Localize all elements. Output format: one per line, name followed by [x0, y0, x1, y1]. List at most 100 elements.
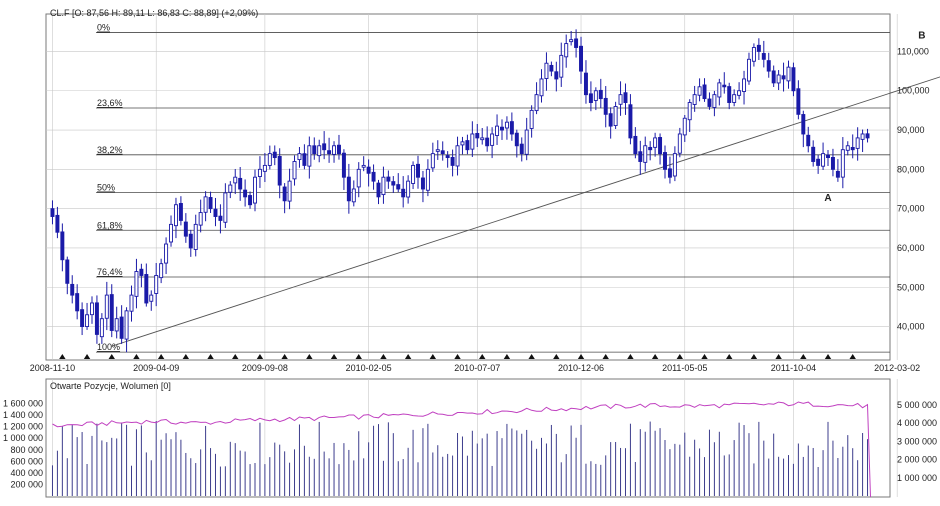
candle[interactable]: [262, 152, 267, 183]
candle[interactable]: [845, 141, 850, 156]
candle[interactable]: [801, 110, 806, 148]
candle[interactable]: [169, 215, 174, 247]
candle[interactable]: [144, 263, 149, 307]
candle[interactable]: [687, 99, 692, 132]
candle[interactable]: [500, 119, 504, 140]
candle[interactable]: [613, 101, 618, 130]
candle[interactable]: [277, 148, 282, 199]
candle[interactable]: [203, 191, 208, 222]
candle[interactable]: [835, 159, 840, 182]
candle[interactable]: [317, 139, 322, 163]
candle[interactable]: [297, 146, 302, 168]
candle[interactable]: [806, 126, 811, 153]
candle[interactable]: [583, 60, 588, 104]
candle[interactable]: [134, 258, 139, 309]
candle[interactable]: [139, 263, 144, 288]
candle[interactable]: [697, 78, 702, 102]
candle[interactable]: [569, 30, 574, 46]
candle[interactable]: [218, 204, 223, 234]
candle[interactable]: [396, 173, 401, 193]
candle[interactable]: [65, 256, 70, 295]
candle[interactable]: [411, 161, 416, 190]
candle[interactable]: [188, 229, 193, 257]
candle[interactable]: [94, 295, 99, 344]
candle[interactable]: [796, 80, 801, 120]
candle[interactable]: [332, 141, 337, 163]
candle[interactable]: [663, 145, 667, 179]
candle[interactable]: [198, 199, 203, 233]
candle[interactable]: [519, 137, 524, 162]
candle[interactable]: [672, 146, 677, 182]
candle[interactable]: [336, 134, 341, 160]
candle[interactable]: [776, 70, 781, 91]
candle[interactable]: [361, 156, 366, 172]
candle[interactable]: [327, 137, 332, 163]
candle[interactable]: [253, 169, 257, 212]
candle[interactable]: [465, 134, 470, 155]
candle[interactable]: [90, 296, 94, 324]
candle[interactable]: [781, 62, 786, 92]
candle[interactable]: [75, 284, 80, 320]
candle[interactable]: [638, 140, 643, 175]
candle[interactable]: [534, 82, 539, 115]
candle[interactable]: [154, 263, 159, 307]
candle[interactable]: [544, 52, 549, 91]
open-interest-layer[interactable]: [52, 401, 871, 498]
candle[interactable]: [603, 86, 608, 128]
candle[interactable]: [826, 150, 830, 167]
candle[interactable]: [564, 34, 569, 68]
candle[interactable]: [771, 65, 776, 88]
candle[interactable]: [164, 237, 169, 275]
candle[interactable]: [420, 170, 425, 203]
candle[interactable]: [223, 183, 228, 228]
candle[interactable]: [386, 170, 391, 189]
candle[interactable]: [682, 114, 687, 142]
candle[interactable]: [766, 52, 771, 78]
candle[interactable]: [722, 72, 727, 94]
candle[interactable]: [633, 127, 638, 159]
candle[interactable]: [243, 179, 248, 207]
candle[interactable]: [692, 85, 697, 112]
candle[interactable]: [840, 137, 845, 189]
candle[interactable]: [228, 181, 233, 199]
candle[interactable]: [381, 166, 386, 204]
candle[interactable]: [307, 136, 312, 179]
candle[interactable]: [751, 43, 756, 67]
volume-bars-layer[interactable]: [51, 420, 869, 496]
candle[interactable]: [786, 60, 791, 89]
candle[interactable]: [455, 136, 460, 176]
candle[interactable]: [114, 306, 119, 339]
candle[interactable]: [504, 116, 509, 140]
candle[interactable]: [50, 200, 55, 225]
candle[interactable]: [737, 82, 742, 100]
candle[interactable]: [490, 127, 495, 159]
candle[interactable]: [109, 284, 114, 338]
candle[interactable]: [677, 127, 682, 158]
candle[interactable]: [539, 69, 544, 103]
candle[interactable]: [761, 40, 766, 68]
candle[interactable]: [257, 156, 262, 188]
candle[interactable]: [727, 82, 732, 110]
candle[interactable]: [653, 132, 658, 157]
candle[interactable]: [406, 175, 411, 204]
candle[interactable]: [159, 258, 164, 284]
candle[interactable]: [579, 36, 584, 84]
candle[interactable]: [475, 123, 480, 147]
candle[interactable]: [618, 81, 623, 116]
candle[interactable]: [351, 180, 356, 207]
open-interest-line[interactable]: [52, 401, 871, 498]
candle[interactable]: [514, 129, 519, 158]
candle[interactable]: [60, 223, 65, 272]
candle[interactable]: [524, 117, 529, 161]
candle[interactable]: [55, 206, 60, 239]
candle[interactable]: [99, 313, 104, 344]
candle[interactable]: [178, 196, 183, 226]
candle[interactable]: [272, 145, 277, 166]
candle[interactable]: [104, 281, 109, 331]
candle[interactable]: [643, 136, 648, 172]
candle[interactable]: [346, 163, 351, 214]
candle[interactable]: [495, 114, 500, 145]
candle[interactable]: [440, 141, 445, 161]
candle[interactable]: [707, 92, 712, 110]
candle[interactable]: [124, 307, 129, 353]
